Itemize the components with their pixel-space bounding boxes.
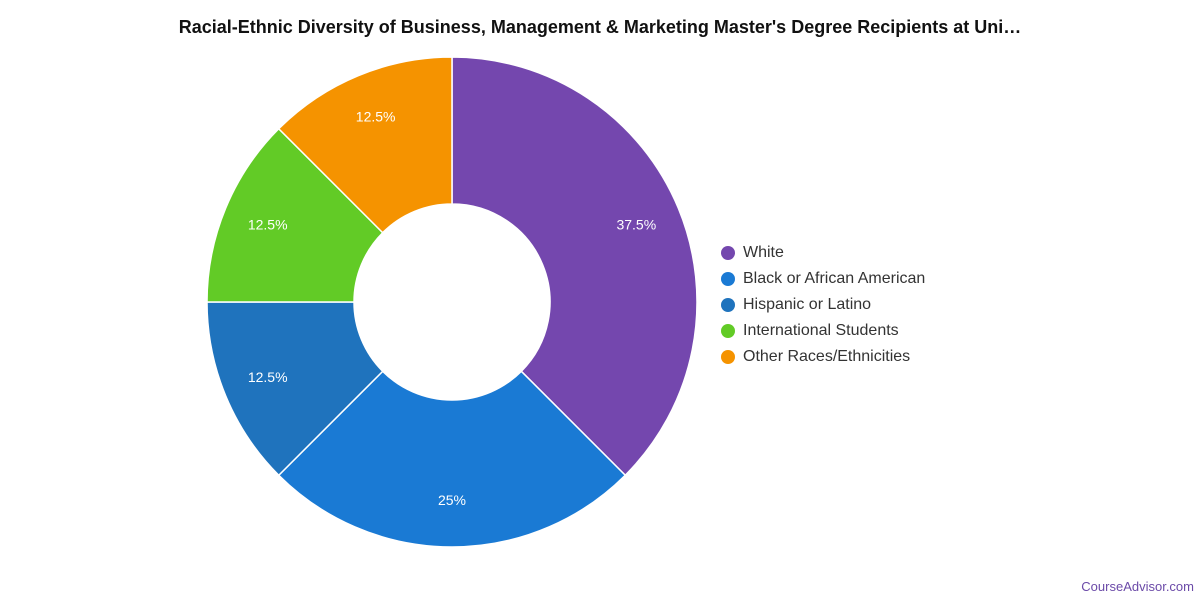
pie-slice-1[interactable] [277, 370, 627, 548]
pie-slice-3[interactable] [206, 127, 384, 303]
pie-slice-4[interactable] [277, 56, 453, 234]
slice-label-3: 12.5% [248, 216, 288, 232]
legend-item-2[interactable]: Hispanic or Latino [721, 292, 925, 318]
legend-item-3[interactable]: International Students [721, 318, 925, 344]
slice-label-0: 37.5% [616, 216, 656, 232]
legend-item-0[interactable]: White [721, 240, 925, 266]
legend-label: Hispanic or Latino [743, 296, 872, 313]
legend-swatch-icon [721, 246, 735, 260]
legend-item-4[interactable]: Other Races/Ethnicities [721, 344, 925, 370]
legend-swatch-icon [721, 272, 735, 286]
chart-legend: White Black or African American Hispanic o… [721, 240, 925, 370]
legend-swatch-icon [721, 298, 735, 312]
slice-label-2: 12.5% [248, 369, 288, 385]
chart-title: Racial-Ethnic Diversity of Business, Man… [178, 17, 1022, 37]
legend-swatch-icon [721, 324, 735, 338]
legend-label: International Students [743, 322, 899, 339]
legend-label: Other Races/Ethnicities [743, 348, 911, 365]
legend-swatch-icon [721, 350, 735, 364]
legend-label: White [743, 244, 784, 261]
slice-label-4: 12.5% [356, 108, 396, 124]
pie-slice-2[interactable] [206, 301, 384, 477]
pie-slice-0[interactable] [451, 56, 698, 477]
watermark-text: CourseAdvisor.com [1081, 579, 1194, 594]
legend-item-1[interactable]: Black or African American [721, 266, 925, 292]
slice-label-1: 25% [438, 492, 466, 508]
legend-label: Black or African American [743, 270, 926, 287]
